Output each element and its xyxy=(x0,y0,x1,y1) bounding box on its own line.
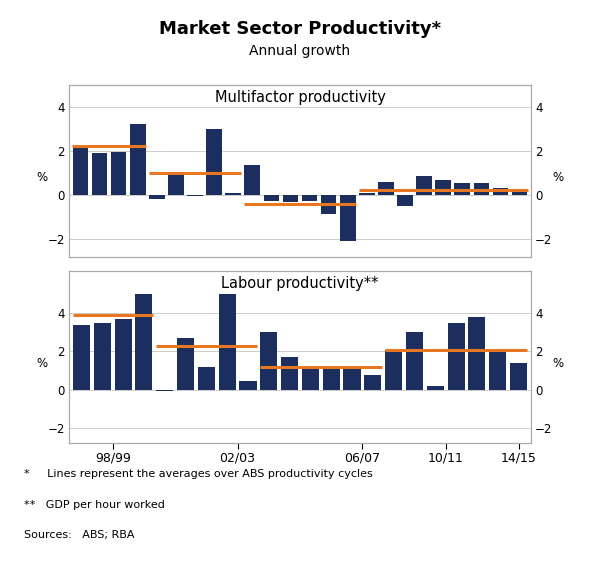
Bar xyxy=(493,188,508,195)
Bar xyxy=(512,191,527,195)
Bar xyxy=(218,294,236,389)
Bar xyxy=(92,153,107,195)
Bar xyxy=(187,195,203,196)
Text: *     Lines represent the averages over ABS productivity cycles: * Lines represent the averages over ABS … xyxy=(24,469,373,479)
Bar xyxy=(510,363,527,389)
Text: Labour productivity**: Labour productivity** xyxy=(221,276,379,292)
Bar xyxy=(206,129,222,195)
Bar xyxy=(281,357,298,389)
Y-axis label: %: % xyxy=(553,171,563,184)
Bar xyxy=(244,165,260,195)
Bar xyxy=(149,195,164,199)
Bar xyxy=(469,317,485,389)
Bar xyxy=(385,350,402,389)
Text: Market Sector Productivity*: Market Sector Productivity* xyxy=(159,20,441,38)
Bar xyxy=(226,192,241,195)
Bar xyxy=(448,323,464,389)
Bar xyxy=(177,338,194,389)
Bar xyxy=(359,192,374,195)
Text: Multifactor productivity: Multifactor productivity xyxy=(215,90,385,105)
Y-axis label: %: % xyxy=(37,171,47,184)
Bar xyxy=(73,325,90,389)
Text: **   GDP per hour worked: ** GDP per hour worked xyxy=(24,500,165,510)
Bar xyxy=(260,332,277,389)
Bar xyxy=(73,149,88,195)
Bar xyxy=(473,182,489,195)
Bar xyxy=(340,195,356,241)
Bar xyxy=(156,389,173,392)
Text: Annual growth: Annual growth xyxy=(250,44,350,58)
Bar xyxy=(454,182,470,195)
Bar xyxy=(283,195,298,202)
Bar xyxy=(115,319,131,389)
Bar xyxy=(263,195,279,201)
Bar xyxy=(406,332,423,389)
Bar xyxy=(427,386,444,389)
Bar xyxy=(168,175,184,195)
Bar xyxy=(136,294,152,389)
Bar xyxy=(323,366,340,389)
Bar xyxy=(321,195,337,213)
Bar xyxy=(111,152,127,195)
Bar xyxy=(416,176,432,195)
Bar xyxy=(302,195,317,201)
Bar xyxy=(198,367,215,389)
Y-axis label: %: % xyxy=(37,357,47,370)
Bar xyxy=(436,181,451,195)
Bar xyxy=(130,124,146,195)
Y-axis label: %: % xyxy=(553,357,563,370)
Bar xyxy=(397,195,413,206)
Bar xyxy=(239,381,257,389)
Bar xyxy=(343,366,361,389)
Bar xyxy=(94,323,111,389)
Text: Sources:   ABS; RBA: Sources: ABS; RBA xyxy=(24,530,134,540)
Bar xyxy=(364,375,382,389)
Bar xyxy=(489,349,506,389)
Bar xyxy=(378,181,394,195)
Bar xyxy=(302,367,319,389)
